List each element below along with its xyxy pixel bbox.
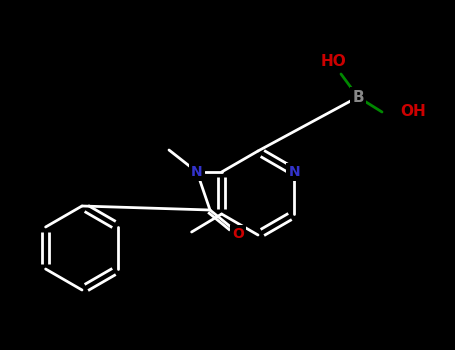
Text: O: O	[232, 227, 244, 241]
Text: N: N	[288, 165, 300, 179]
Text: B: B	[352, 90, 364, 105]
Text: N: N	[191, 165, 203, 179]
Text: HO: HO	[320, 55, 346, 70]
Text: OH: OH	[400, 105, 426, 119]
